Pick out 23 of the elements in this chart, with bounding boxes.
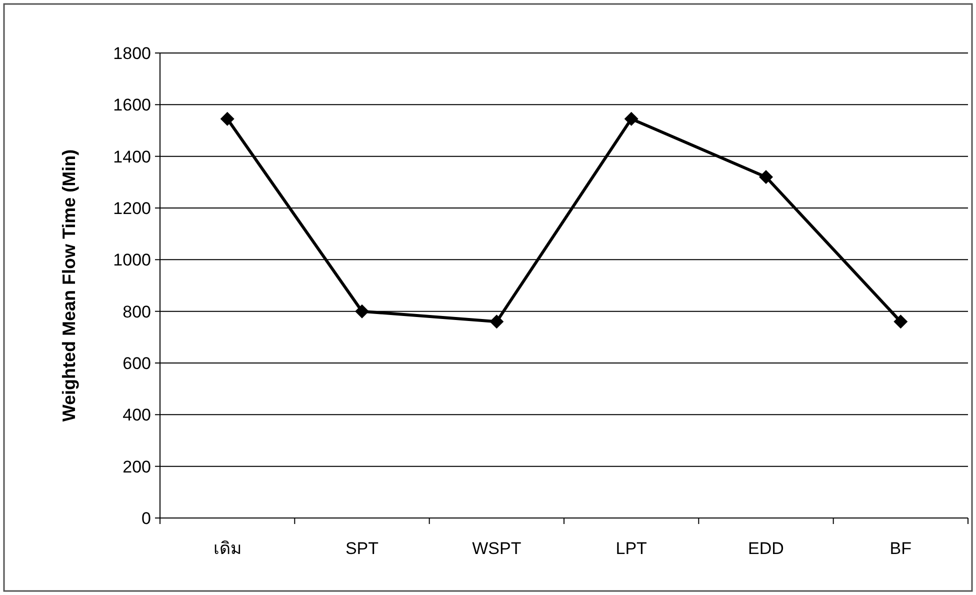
y-tick-label: 600 <box>122 354 151 373</box>
point <box>624 112 638 126</box>
y-tick-label: 1600 <box>113 96 151 115</box>
y-tick-label: 800 <box>122 302 151 322</box>
y-tick-label: 0 <box>142 509 151 528</box>
point <box>759 170 773 184</box>
x-tick-label: SPT <box>345 539 379 558</box>
point <box>355 304 369 318</box>
x-tick-label: WSPT <box>472 539 522 558</box>
y-tick-label: 1800 <box>113 44 151 63</box>
point <box>490 314 504 329</box>
point <box>894 314 908 329</box>
x-tick-label: เดิม <box>213 539 242 558</box>
y-tick-label: 400 <box>122 406 151 425</box>
y-tick-label: 1000 <box>113 250 151 270</box>
y-tick-label: 1400 <box>113 147 151 166</box>
x-tick-label: EDD <box>748 539 784 558</box>
x-tick-label: BF <box>890 539 912 558</box>
point <box>220 112 234 126</box>
y-tick-label: 1200 <box>113 199 151 218</box>
x-tick-label: LPT <box>616 539 647 558</box>
y-tick-label: 200 <box>122 457 151 476</box>
y-axis-title: Weighted Mean Flow Time (Min) <box>59 149 79 422</box>
